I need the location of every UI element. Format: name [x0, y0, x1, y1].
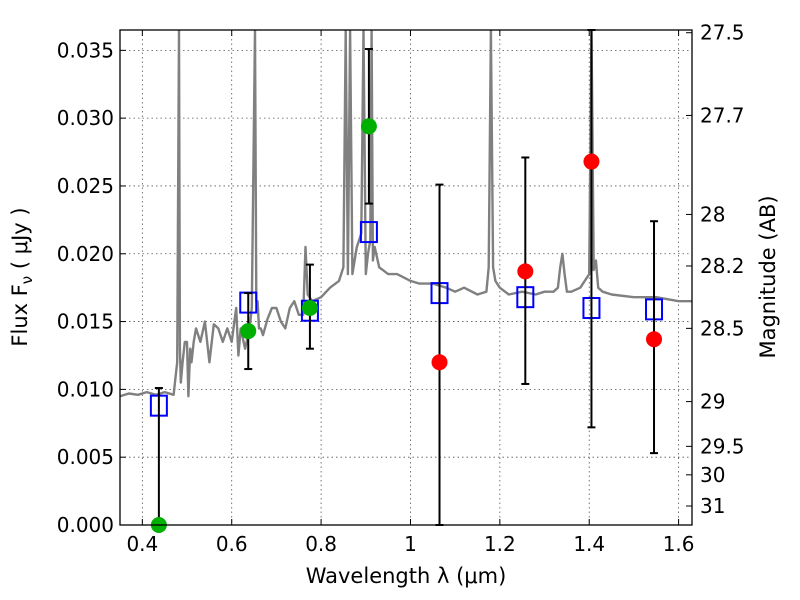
data-markers: [149, 29, 664, 533]
grid-lines: [120, 30, 692, 526]
model-photometry-square: [359, 221, 378, 244]
red-data-point: [646, 331, 663, 348]
y2-tick-label: 29.5: [700, 434, 745, 458]
x-tick-label: 1.4: [573, 532, 605, 556]
x-tick-label: 1.6: [663, 532, 695, 556]
red-data-point: [517, 263, 534, 280]
y-axis-label-unit: ( μJy ): [8, 207, 32, 275]
red-data-point: [431, 354, 448, 371]
y2-tick-label: 29: [700, 390, 725, 414]
x-axis-label: Wavelength λ (μm): [306, 564, 507, 588]
model-spectrum-line: [120, 30, 692, 398]
y-tick-label: 0.025: [57, 174, 114, 198]
green-data-point: [240, 323, 257, 340]
y2-tick-label: 28.2: [700, 254, 745, 278]
x-tick-label: 1: [404, 532, 417, 556]
x-tick-label: 0.6: [216, 532, 248, 556]
y2-tick-label: 30: [700, 463, 725, 487]
y2-tick-label: 27.5: [700, 21, 745, 45]
y-tick-label: 0.000: [57, 513, 114, 537]
y-axis-label-main: Flux F: [8, 284, 32, 346]
red-data-point: [583, 153, 600, 170]
y2-tick-label: 31: [700, 494, 725, 518]
y-axis-label: Flux Fν ( μJy ): [8, 207, 36, 346]
axis-ticks: 0.4 0.6 0.8 1 1.2 1.4 1.6 0.000 0.005 0.010 0.015 0…: [57, 21, 745, 556]
x-tick-label: 0.8: [305, 532, 337, 556]
green-data-point: [360, 118, 377, 135]
y-tick-label: 0.035: [57, 38, 114, 62]
x-tick-label: 1.2: [484, 532, 516, 556]
y2-tick-label: 28: [700, 202, 725, 226]
y2-tick-label: 27.7: [700, 103, 745, 127]
y2-axis-label: Magnitude (AB): [756, 195, 780, 358]
data-series: [120, 30, 692, 398]
y-tick-label: 0.015: [57, 310, 114, 334]
y-tick-label: 0.010: [57, 377, 114, 401]
plot-frame: [119, 29, 693, 526]
x-tick-label: 0.4: [126, 532, 158, 556]
y-tick-label: 0.030: [57, 106, 114, 130]
y-tick-label: 0.005: [57, 445, 114, 469]
y-tick-label: 0.020: [57, 242, 114, 266]
green-data-point: [301, 300, 318, 317]
y2-tick-label: 28.5: [700, 316, 745, 340]
y-axis-label-subscript: ν: [18, 276, 36, 284]
